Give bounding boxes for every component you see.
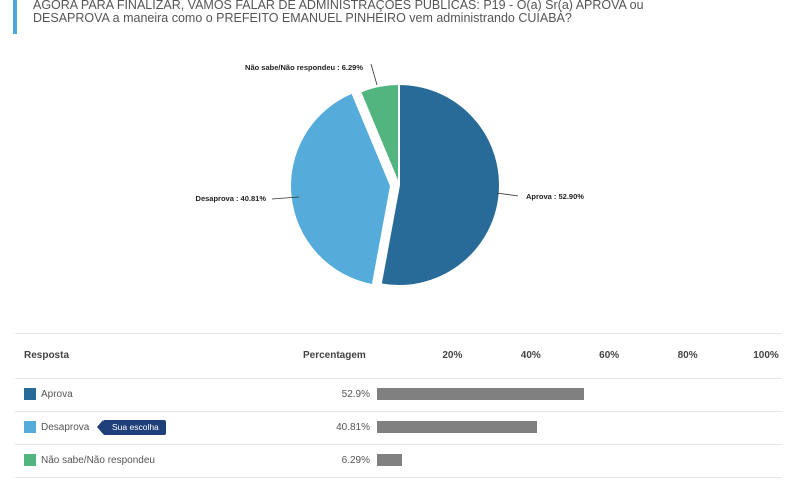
table-header: Resposta Percentagem 20% 40% 60% 80% 100% — [15, 334, 782, 379]
table-row: Aprova 52.9% — [15, 379, 782, 412]
percentage-bar — [377, 454, 402, 466]
row-label: Desaprova — [41, 422, 90, 433]
pie-slice-n-o-sabe-n-o-respondeu[interactable] — [358, 82, 400, 186]
header-response: Resposta — [24, 350, 70, 361]
legend-swatch — [24, 454, 36, 466]
axis-tick-label: 20% — [442, 350, 463, 361]
question-header: AGORA PARA FINALIZAR, VAMOS FALAR DE ADM… — [13, 0, 693, 34]
pie-data-label: Desaprova : 40.81% — [196, 194, 267, 203]
legend-swatch — [24, 421, 36, 433]
results-table: Resposta Percentagem 20% 40% 60% 80% 100% Ap… — [15, 333, 782, 478]
row-percentage: 40.81% — [336, 422, 370, 433]
question-line-2: DESAPROVA a maneira como o PREFEITO EMAN… — [33, 11, 572, 25]
pie-data-label: Aprova : 52.90% — [526, 192, 584, 201]
axis-tick-label: 60% — [599, 350, 620, 361]
question-line-1: AGORA PARA FINALIZAR, VAMOS FALAR DE ADM… — [33, 0, 644, 12]
pie-slice-desaprova[interactable] — [289, 91, 393, 287]
pie-label-connector — [496, 192, 519, 197]
row-percentage: 6.29% — [341, 455, 370, 466]
table-body: Aprova 52.9% Desaprova Sua escolha 40.81% Não… — [15, 379, 782, 478]
row-label: Aprova — [41, 389, 73, 400]
pie-slice-aprova[interactable] — [379, 82, 501, 287]
pie-data-label: Não sabe/Não respondeu : 6.29% — [245, 63, 363, 72]
table-row: Não sabe/Não respondeu 6.29% — [15, 445, 782, 478]
your-choice-badge: Sua escolha — [97, 420, 166, 435]
legend-swatch — [24, 388, 36, 400]
axis-tick-label: 100% — [753, 350, 779, 361]
pie-label-connector — [370, 63, 378, 86]
percentage-bar — [377, 421, 537, 433]
axis-tick-label: 80% — [677, 350, 698, 361]
row-percentage: 52.9% — [341, 389, 370, 400]
table-row: Desaprova Sua escolha 40.81% — [15, 412, 782, 445]
pie-label-connector — [271, 196, 300, 200]
percentage-bar — [377, 388, 585, 400]
pie-chart: Aprova : 52.90% Desaprova : 40.81% Não sab… — [196, 63, 584, 287]
axis-tick-label: 40% — [520, 350, 541, 361]
header-percentage: Percentagem — [303, 350, 366, 361]
row-label: Não sabe/Não respondeu — [41, 455, 155, 466]
